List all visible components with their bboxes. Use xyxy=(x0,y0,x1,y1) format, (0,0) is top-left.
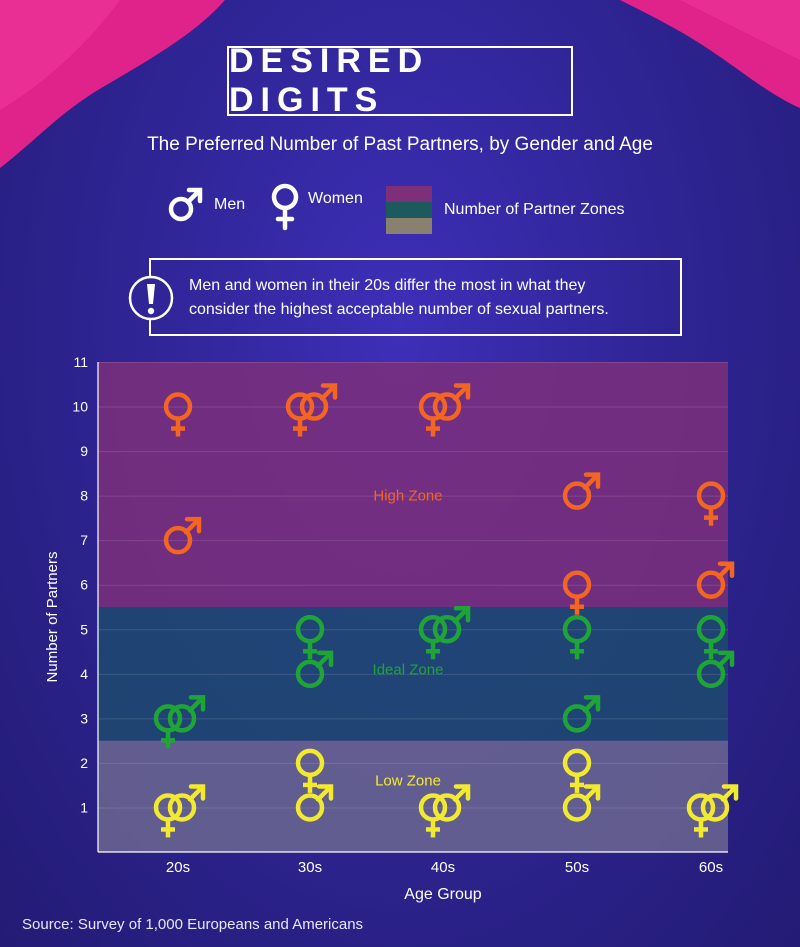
x-tick-label: 60s xyxy=(699,859,723,876)
legend-men-label: Men xyxy=(214,196,246,213)
female-symbol-point xyxy=(153,793,183,838)
grid-layer xyxy=(98,362,728,809)
page-title: DESIRED DIGITS xyxy=(227,42,573,119)
legend-women-label: Women xyxy=(308,190,363,207)
x-tick-label: 30s xyxy=(298,859,322,876)
callout-line-1: Men and women in their 20s differ the mo… xyxy=(189,277,586,294)
male-symbol-point xyxy=(432,606,471,644)
labels-layer: 1 2 3 4 5 6 7 8 9 10 11 20s 30s 40s 50s 60s Age Group Num… xyxy=(44,354,723,903)
legend: Men Women Number of Partner Zones xyxy=(0,180,800,240)
male-symbol-point xyxy=(562,784,601,822)
x-tick-label: 40s xyxy=(431,859,455,876)
legend-women: Women xyxy=(268,180,363,232)
ideal-zone-swatch xyxy=(386,202,432,218)
source-note: Source: Survey of 1,000 Europeans and Am… xyxy=(22,916,363,933)
zone-band-high-zone xyxy=(98,362,728,607)
female-symbol-point xyxy=(686,793,716,838)
male-symbol-point xyxy=(696,650,735,689)
male-symbol-point xyxy=(295,650,334,689)
low-zone-swatch xyxy=(386,218,432,234)
x-tick-label: 20s xyxy=(166,859,190,876)
male-symbol-point xyxy=(432,784,471,822)
y-tick-label: 10 xyxy=(72,399,88,415)
female-symbol-point xyxy=(153,704,183,749)
zones-layer xyxy=(98,362,728,852)
female-symbol-point xyxy=(696,615,726,660)
female-symbol-point xyxy=(562,615,592,660)
y-axis-title: Number of Partners xyxy=(44,552,61,683)
zone-label-high-zone: High Zone xyxy=(373,488,442,505)
male-symbol-point xyxy=(562,695,601,733)
female-symbol-point xyxy=(295,615,325,660)
male-symbol-icon xyxy=(168,187,203,222)
marks-layer xyxy=(153,383,739,838)
scatter-chart: 1 2 3 4 5 6 7 8 9 10 11 20s 30s 40s 50s 60s Age Group Num… xyxy=(44,354,739,903)
y-tick-label: 11 xyxy=(73,354,88,370)
female-symbol-point xyxy=(163,392,193,437)
zone-band-ideal-zone xyxy=(98,607,728,741)
female-symbol-point xyxy=(562,748,592,793)
male-symbol-point xyxy=(299,383,338,421)
male-symbol-point xyxy=(167,695,206,733)
legend-zones-label: Number of Partner Zones xyxy=(444,201,625,218)
legend-zones: Number of Partner Zones xyxy=(386,186,625,234)
male-symbol-point xyxy=(700,784,739,822)
male-symbol-point xyxy=(163,516,202,555)
y-tick-label: 2 xyxy=(80,755,88,771)
female-symbol-point xyxy=(285,392,315,437)
female-symbol-point xyxy=(418,392,448,437)
female-symbol-point xyxy=(418,793,448,838)
source-text: Survey of 1,000 Europeans and Americans xyxy=(77,916,364,933)
x-tick-label: 50s xyxy=(565,859,589,876)
male-symbol-point xyxy=(295,784,334,822)
female-symbol-icon xyxy=(271,183,299,231)
zone-label-ideal-zone: Ideal Zone xyxy=(373,661,444,678)
male-symbol-point xyxy=(167,784,206,822)
female-symbol-point xyxy=(418,615,448,660)
y-tick-label: 8 xyxy=(80,488,88,504)
male-symbol-point xyxy=(432,383,471,421)
female-symbol-point xyxy=(562,570,592,615)
callout-line-2: consider the highest acceptable number o… xyxy=(189,301,609,318)
callout-text: Men and women in their 20s differ the mo… xyxy=(189,274,669,322)
y-tick-label: 6 xyxy=(80,577,88,593)
callout-box: Men and women in their 20s differ the mo… xyxy=(128,258,682,336)
y-tick-label: 7 xyxy=(80,532,88,548)
exclamation-icon xyxy=(128,275,174,321)
legend-men: Men xyxy=(164,184,245,226)
high-zone-swatch xyxy=(386,186,432,202)
drape-right-decoration xyxy=(620,0,800,108)
y-tick-label: 5 xyxy=(80,621,88,637)
drape-left-decoration xyxy=(0,0,225,168)
male-symbol-point xyxy=(562,472,601,510)
y-tick-label: 1 xyxy=(80,799,88,815)
y-tick-label: 4 xyxy=(80,666,88,682)
page-subtitle: The Preferred Number of Past Partners, b… xyxy=(147,134,653,155)
source-prefix: Source: xyxy=(22,916,78,933)
x-axis-title: Age Group xyxy=(404,886,481,903)
male-symbol-point xyxy=(696,561,735,599)
female-symbol-point xyxy=(696,481,726,526)
y-tick-label: 9 xyxy=(80,443,88,459)
y-tick-label: 3 xyxy=(80,710,88,726)
zone-label-low-zone: Low Zone xyxy=(375,773,441,790)
female-symbol-point xyxy=(295,748,325,793)
zone-swatches xyxy=(386,186,432,234)
axes-layer xyxy=(97,362,728,853)
